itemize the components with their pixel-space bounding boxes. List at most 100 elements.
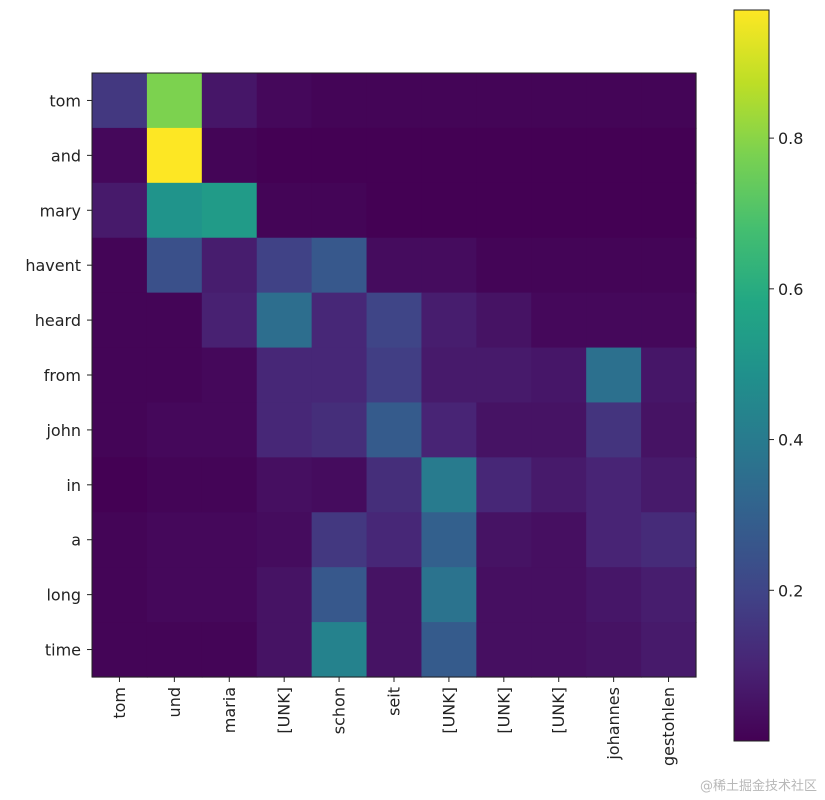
x-tick-label: schon (330, 687, 349, 734)
x-tick-label: tom (110, 687, 129, 719)
x-tick-label: maria (220, 687, 239, 733)
heatmap-cell (146, 292, 203, 349)
heatmap-cell (201, 182, 258, 239)
heatmap-cell (311, 347, 368, 404)
heatmap-cell (366, 457, 423, 513)
y-tick-label: a (71, 531, 81, 550)
heatmap-cell (531, 622, 587, 678)
heatmap-cell (476, 622, 532, 678)
x-tick-label: seit (385, 687, 404, 716)
heatmap-cell (421, 622, 477, 678)
heatmap-cell (366, 622, 423, 678)
heatmap-cell (586, 347, 642, 404)
heatmap-cell (366, 73, 423, 129)
heatmap-cell (256, 182, 313, 239)
heatmap-cell (311, 292, 368, 349)
heatmap-cell (311, 73, 368, 129)
heatmap-cell (256, 457, 313, 513)
heatmap-cell (146, 457, 203, 513)
watermark-text: @稀土掘金技术社区 (699, 779, 817, 794)
heatmap-cell (586, 127, 642, 184)
heatmap-cell (92, 402, 148, 458)
heatmap-cell (641, 347, 697, 404)
x-tick-label: [UNK] (494, 687, 513, 734)
heatmap-cell (421, 512, 477, 568)
heatmap-cell (531, 73, 587, 129)
heatmap-cell (366, 347, 423, 404)
heatmap-cell (256, 512, 313, 568)
colorbar-bar (733, 9, 770, 742)
heatmap-cell (586, 512, 642, 568)
heatmap-cell (92, 622, 148, 678)
x-tick-label: [UNK] (439, 687, 458, 734)
heatmap-cell (531, 292, 587, 349)
heatmap-cell (201, 292, 258, 349)
heatmap-cell (92, 347, 148, 404)
heatmap-cell (586, 182, 642, 239)
y-tick-label: mary (40, 201, 81, 220)
heatmap-cell (476, 567, 532, 623)
y-tick-label: havent (25, 256, 81, 275)
heatmap-cell (531, 512, 587, 568)
y-tick-label: time (45, 641, 81, 660)
y-tick-label: in (66, 476, 81, 495)
heatmap-cell (146, 402, 203, 458)
x-tick-label: [UNK] (549, 687, 568, 734)
heatmap-cell (201, 402, 258, 458)
heatmap-cell (311, 127, 368, 184)
heatmap-cell (476, 512, 532, 568)
heatmap-cell (256, 127, 313, 184)
heatmap-cell (201, 567, 258, 623)
heatmap-cell (476, 457, 532, 513)
x-tick-label: [UNK] (275, 687, 294, 734)
heatmap-cell (366, 567, 423, 623)
heatmap-cell (92, 182, 148, 239)
heatmap-cell (586, 402, 642, 458)
heatmap-cell (586, 457, 642, 513)
heatmap-cell (92, 237, 148, 294)
heatmap-cell (146, 127, 203, 184)
heatmap-cell (366, 237, 423, 294)
heatmap-cell (641, 457, 697, 513)
heatmap-cell (366, 127, 423, 184)
x-tick-label: johannes (604, 687, 623, 761)
heatmap-cell (146, 567, 203, 623)
heatmap-cell (311, 512, 368, 568)
heatmap-cell (531, 402, 587, 458)
heatmap-cell (146, 347, 203, 404)
heatmap-cell (586, 237, 642, 294)
heatmap-cell (641, 73, 697, 129)
y-axis: tom and mary havent heard from john in a long time (25, 91, 92, 660)
heatmap-cell (366, 402, 423, 458)
heatmap-cell (256, 73, 313, 129)
heatmap-cell (421, 292, 477, 349)
heatmap-cell (201, 457, 258, 513)
heatmap-cell (366, 292, 423, 349)
heatmap-cell (641, 127, 697, 184)
colorbar-tick-label: 0.8 (778, 129, 803, 148)
heatmap-cell (476, 347, 532, 404)
heatmap-cell (476, 127, 532, 184)
heatmap-cell (641, 182, 697, 239)
y-tick-label: long (46, 586, 81, 605)
heatmap-cell (586, 292, 642, 349)
heatmap-cell (92, 512, 148, 568)
heatmap-cell (92, 127, 148, 184)
heatmap-cell (421, 73, 477, 129)
heatmap-cell (531, 127, 587, 184)
x-axis: tom und maria [UNK] schon seit [UNK] [UNK] [UNK]… (110, 677, 678, 766)
heatmap-cell (201, 73, 258, 129)
heatmap-cell (476, 402, 532, 458)
heatmap-cell (586, 73, 642, 129)
colorbar-tick-label: 0.2 (778, 581, 803, 600)
x-tick-label: und (165, 687, 184, 717)
heatmap-cell (92, 567, 148, 623)
heatmap-cell (421, 237, 477, 294)
heatmap-cell (311, 182, 368, 239)
heatmap-cell (256, 347, 313, 404)
heatmap-cell (531, 567, 587, 623)
heatmap-cell (421, 457, 477, 513)
heatmap-cell (146, 512, 203, 568)
heatmap-cell (641, 237, 697, 294)
heatmap-cell (366, 182, 423, 239)
